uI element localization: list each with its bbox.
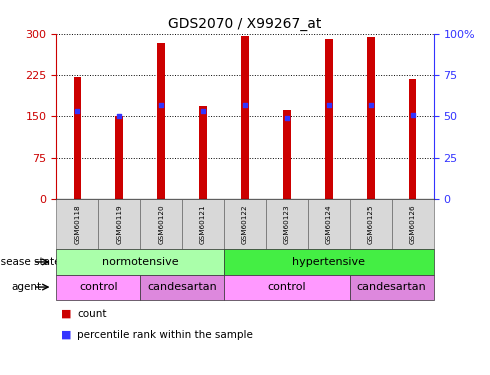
Text: count: count: [77, 309, 106, 319]
Point: [241, 102, 249, 108]
Bar: [199, 106, 207, 199]
Text: GSM60126: GSM60126: [410, 204, 416, 244]
Text: GSM60121: GSM60121: [200, 204, 206, 244]
Text: agent: agent: [11, 282, 41, 292]
Text: candesartan: candesartan: [357, 282, 427, 292]
Bar: [283, 110, 291, 199]
Bar: [367, 36, 374, 199]
Text: control: control: [79, 282, 118, 292]
Text: GSM60120: GSM60120: [158, 204, 164, 244]
Text: GSM60118: GSM60118: [74, 204, 80, 244]
Text: hypertensive: hypertensive: [293, 257, 366, 267]
Bar: [157, 43, 165, 199]
Text: GSM60124: GSM60124: [326, 204, 332, 244]
Text: GSM60123: GSM60123: [284, 204, 290, 244]
Text: ■: ■: [61, 309, 72, 319]
Text: GSM60125: GSM60125: [368, 204, 374, 244]
Text: GSM60119: GSM60119: [116, 204, 122, 244]
Point: [157, 102, 165, 108]
Point: [199, 108, 207, 114]
Text: normotensive: normotensive: [102, 257, 178, 267]
Point: [325, 102, 333, 108]
Text: GSM60122: GSM60122: [242, 204, 248, 244]
Text: ■: ■: [61, 330, 72, 340]
Bar: [409, 79, 416, 199]
Text: percentile rank within the sample: percentile rank within the sample: [77, 330, 253, 340]
Text: candesartan: candesartan: [147, 282, 217, 292]
Point: [283, 115, 291, 121]
Bar: [74, 76, 81, 199]
Point: [367, 102, 375, 108]
Point: [409, 112, 416, 118]
Point: [74, 108, 81, 114]
Text: control: control: [268, 282, 306, 292]
Text: GDS2070 / X99267_at: GDS2070 / X99267_at: [168, 17, 322, 31]
Point: [115, 113, 123, 119]
Bar: [241, 36, 249, 199]
Bar: [325, 39, 333, 199]
Bar: [116, 116, 123, 199]
Text: disease state: disease state: [0, 257, 61, 267]
